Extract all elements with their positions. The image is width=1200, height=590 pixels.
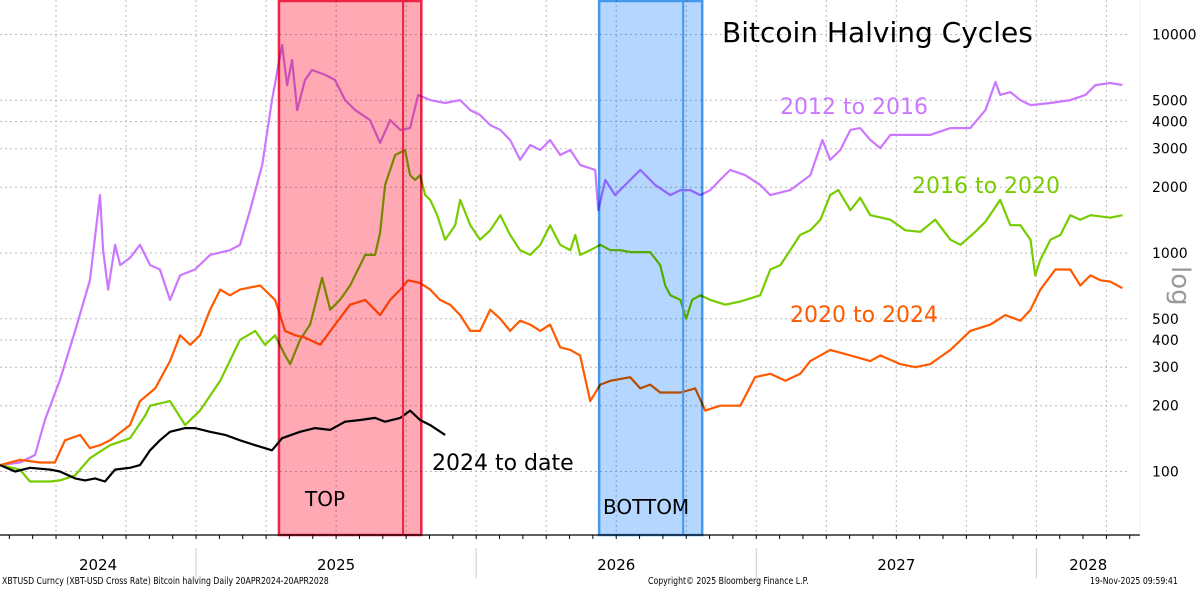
- y-tick-label: 5000: [1152, 93, 1188, 109]
- y-tick-label: 300: [1152, 360, 1179, 376]
- y-tick-label: 3000: [1152, 142, 1188, 158]
- footer-copyright: Copyright© 2025 Bloomberg Finance L.P.: [648, 576, 809, 587]
- footer-timestamp: 19-Nov-2025 09:59:41: [1090, 576, 1178, 587]
- y-tick-label: 10000: [1152, 28, 1197, 44]
- y-tick-label: 200: [1152, 399, 1179, 415]
- y-tick-label: 4000: [1152, 114, 1188, 130]
- x-tick-label: 2027: [877, 556, 915, 574]
- y-tick-label: 2000: [1152, 180, 1188, 196]
- series-lines: [0, 43, 1123, 483]
- series-line-2: [0, 268, 1123, 467]
- y-tick-label: 100: [1152, 465, 1179, 481]
- series-label-2024-to-date: 2024 to date: [432, 451, 574, 476]
- x-tick-label: 2025: [317, 556, 355, 574]
- x-tick-label: 2024: [79, 556, 117, 574]
- region-label-top: TOP: [304, 487, 345, 511]
- series-label-2016-2020: 2016 to 2020: [912, 174, 1060, 199]
- y-tick-label: 500: [1152, 312, 1179, 328]
- y-tick-label: 1000: [1152, 246, 1188, 262]
- series-label-2012-2016: 2012 to 2016: [780, 95, 928, 120]
- footer-source: XBTUSD Curncy (XBT-USD Cross Rate) Bitco…: [2, 576, 329, 587]
- series-line-0: [0, 43, 1123, 467]
- chart-title: Bitcoin Halving Cycles: [722, 16, 1033, 49]
- axes: 100 200 300 400 500 1000 2000 3000 4000 5000 10000…: [0, 0, 1197, 578]
- shaded-region-top: [277, 0, 423, 537]
- region-label-bottom: BOTTOM: [603, 495, 689, 519]
- x-tick-label: 2028: [1069, 556, 1107, 574]
- y-tick-label: 400: [1152, 333, 1179, 349]
- annotations: Bitcoin Halving Cycles 2012 to 2016 2016…: [304, 16, 1195, 519]
- x-tick-label: 2026: [597, 556, 635, 574]
- series-line-1: [0, 148, 1123, 483]
- shaded-regions: [277, 0, 704, 537]
- y-axis-label: log: [1165, 266, 1195, 306]
- series-label-2020-2024: 2020 to 2024: [790, 303, 938, 328]
- shaded-region-bottom: [597, 0, 704, 537]
